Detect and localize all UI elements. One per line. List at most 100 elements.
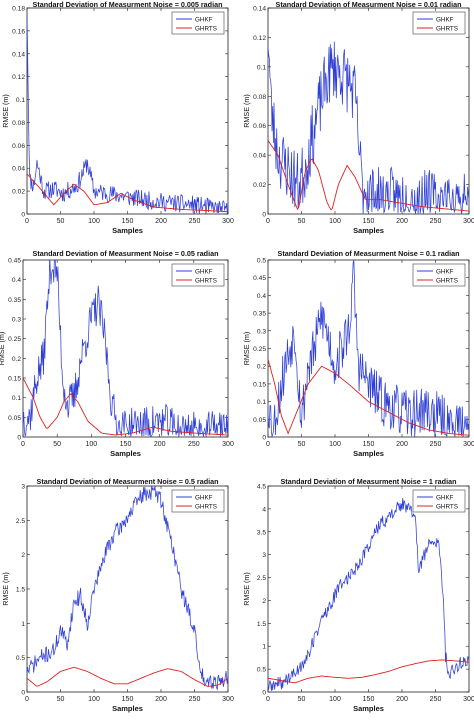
y-tick-label: 0.18 — [12, 6, 25, 13]
y-tick-label: 0 — [21, 212, 25, 219]
x-tick-label: 0 — [266, 218, 270, 225]
axes-frame — [26, 485, 229, 693]
x-tick-label: 250 — [430, 441, 442, 448]
y-tick-label: 0.45 — [253, 275, 266, 282]
y-tick-label: 2.5 — [16, 518, 25, 525]
legend-label-ghkf: GHKF — [195, 16, 213, 23]
y-axis-label: RMSE (m) — [0, 332, 6, 366]
x-tick-label: 50 — [57, 218, 65, 225]
x-axis-label: Samples — [112, 704, 143, 713]
series-line-ghkf — [268, 497, 469, 691]
x-tick-label: 300 — [222, 696, 234, 703]
y-tick-label: 2 — [262, 598, 266, 605]
y-tick-label: 0.08 — [12, 120, 25, 127]
series-line-ghrts — [27, 666, 228, 687]
x-tick-label: 50 — [53, 441, 61, 448]
series-line-ghkf — [27, 486, 228, 691]
x-tick-label: 50 — [298, 441, 306, 448]
x-tick-label: 250 — [189, 218, 201, 225]
y-tick-label: 0.2 — [257, 364, 266, 371]
chart-title: Standard Deviation of Measurment Noise =… — [276, 0, 462, 9]
y-tick-label: 0.04 — [253, 153, 266, 160]
x-axis-label: Samples — [353, 449, 384, 458]
x-tick-label: 300 — [222, 441, 234, 448]
x-axis-label: Samples — [353, 704, 384, 713]
y-tick-label: 0 — [262, 212, 266, 219]
y-axis-label: RMSE (m) — [242, 332, 251, 366]
x-tick-label: 100 — [329, 696, 341, 703]
x-tick-label: 100 — [88, 696, 100, 703]
x-tick-label: 100 — [329, 218, 341, 225]
x-tick-label: 200 — [155, 696, 167, 703]
legend: GHKF GHRTS — [171, 489, 225, 513]
x-tick-label: 150 — [363, 218, 375, 225]
x-tick-label: 300 — [463, 696, 474, 703]
y-tick-label: 4.5 — [257, 484, 266, 491]
y-tick-label: 0.02 — [12, 189, 25, 196]
y-tick-label: 0.1 — [257, 64, 266, 71]
y-tick-label: 0.25 — [253, 346, 266, 353]
legend: GHKF GHRTS — [412, 263, 466, 287]
y-tick-label: 0.35 — [8, 297, 21, 304]
chart-title: Standard Deviation of Measurment Noise =… — [281, 477, 457, 486]
y-tick-label: 0.1 — [257, 399, 266, 406]
y-tick-label: 0 — [262, 435, 266, 442]
legend-label-ghkf: GHKF — [436, 494, 454, 501]
y-tick-label: 0.14 — [12, 51, 25, 58]
legend-label-ghrts: GHRTS — [436, 25, 458, 32]
x-tick-label: 200 — [396, 218, 408, 225]
y-tick-label: 0.14 — [253, 6, 266, 13]
axes-frame — [26, 7, 229, 215]
y-tick-label: 0.1 — [16, 97, 25, 104]
x-tick-label: 200 — [396, 696, 408, 703]
x-axis-label: Samples — [353, 226, 384, 235]
y-tick-label: 3 — [21, 484, 25, 491]
series-line-ghrts — [23, 377, 228, 436]
x-tick-label: 50 — [57, 696, 65, 703]
x-tick-label: 100 — [329, 441, 341, 448]
series-line-ghrts — [268, 358, 469, 436]
y-axis-label: RMSE (m) — [1, 572, 10, 606]
y-tick-label: 1 — [21, 621, 25, 628]
y-tick-label: 0.05 — [253, 417, 266, 424]
y-tick-label: 2.5 — [257, 575, 266, 582]
y-tick-label: 0.04 — [12, 166, 25, 173]
x-tick-label: 0 — [266, 441, 270, 448]
x-tick-label: 50 — [298, 696, 306, 703]
y-tick-label: 0.12 — [12, 74, 25, 81]
y-axis-label: RMSE (m) — [242, 94, 251, 128]
y-tick-label: 0.1 — [12, 395, 21, 402]
x-tick-label: 0 — [21, 441, 25, 448]
chart-title: Standard Deviation of Measurment Noise =… — [37, 477, 219, 486]
chart-title: Standard Deviation of Measurment Noise =… — [33, 249, 219, 258]
x-tick-label: 0 — [25, 696, 29, 703]
x-tick-label: 250 — [430, 218, 442, 225]
y-tick-label: 0.16 — [12, 28, 25, 35]
y-axis-label: RMSE (m) — [1, 94, 10, 128]
y-tick-label: 0.15 — [8, 376, 21, 383]
x-tick-label: 100 — [85, 441, 97, 448]
y-tick-label: 0.35 — [253, 311, 266, 318]
x-tick-label: 250 — [189, 696, 201, 703]
legend-label-ghkf: GHKF — [436, 268, 454, 275]
x-tick-label: 150 — [120, 441, 132, 448]
series-line-ghrts — [27, 173, 228, 213]
x-tick-label: 200 — [155, 218, 167, 225]
x-tick-label: 50 — [298, 218, 306, 225]
axes-frame — [22, 259, 229, 438]
x-tick-label: 200 — [154, 441, 166, 448]
y-tick-label: 3.5 — [257, 529, 266, 536]
x-tick-label: 150 — [122, 696, 134, 703]
x-tick-label: 0 — [266, 696, 270, 703]
subplot: Standard Deviation of Measurment Noise =… — [0, 249, 234, 458]
y-tick-label: 1.5 — [257, 621, 266, 628]
x-tick-label: 300 — [222, 218, 234, 225]
legend: GHKF GHRTS — [171, 11, 225, 35]
y-tick-label: 0.15 — [253, 381, 266, 388]
y-tick-label: 0.4 — [257, 293, 266, 300]
y-tick-label: 0.06 — [253, 123, 266, 130]
x-tick-label: 100 — [88, 218, 100, 225]
y-tick-label: 3 — [262, 552, 266, 559]
y-tick-label: 2 — [21, 552, 25, 559]
